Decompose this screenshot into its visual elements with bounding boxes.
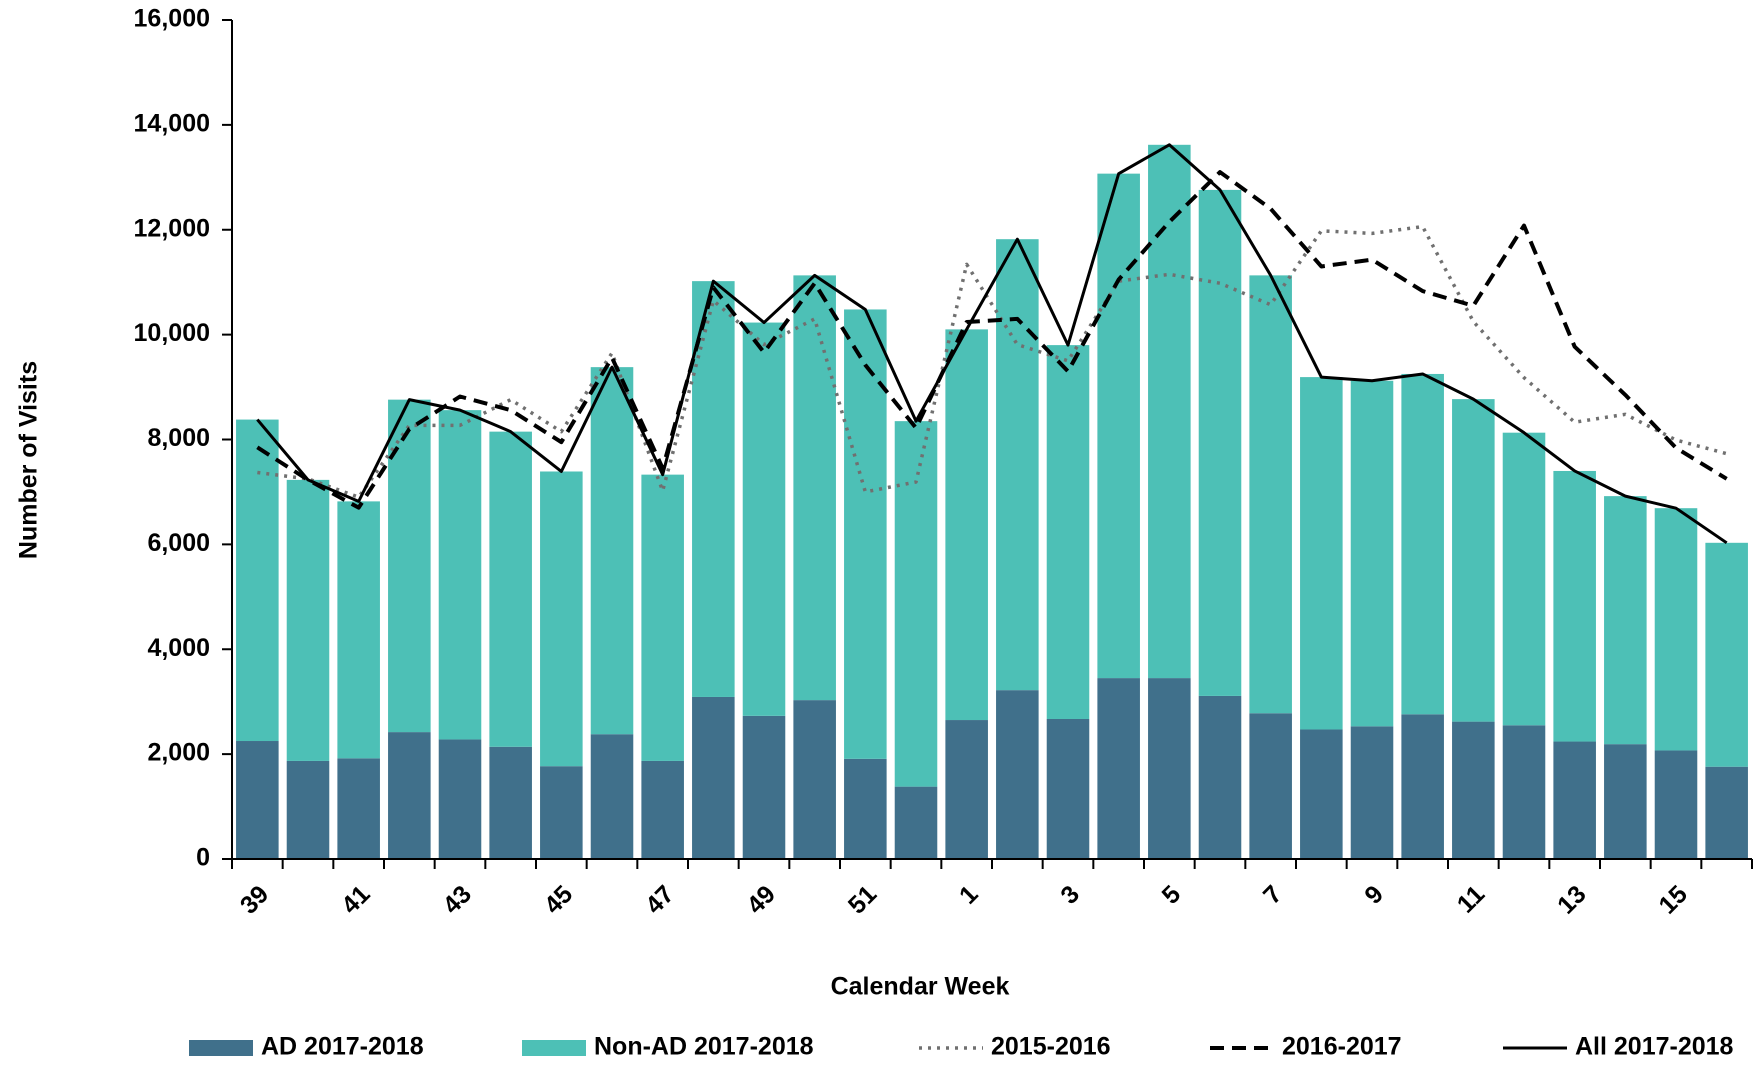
line [257, 224, 1728, 499]
bar [489, 431, 532, 747]
y-tick-label: 6,000 [147, 529, 210, 557]
bar [337, 758, 380, 859]
x-tick-label: 13 [1552, 880, 1591, 919]
x-tick-label: 7 [1258, 880, 1288, 910]
bar [1148, 678, 1191, 859]
bar [1401, 714, 1444, 859]
x-tick-label: 9 [1359, 880, 1389, 910]
x-tick-label: 45 [539, 880, 579, 920]
bar [1300, 377, 1343, 730]
bar [1502, 725, 1546, 859]
bar [1502, 432, 1546, 726]
bar [1553, 470, 1596, 742]
bar [1604, 744, 1647, 859]
legend-label: Non-AD 2017-2018 [594, 1033, 814, 1061]
x-tick-label: 1 [954, 880, 984, 910]
bar [540, 766, 583, 859]
bar [1350, 380, 1394, 727]
bar [996, 690, 1039, 859]
y-axis-title: Number of Visits [15, 361, 43, 559]
y-tick-label: 0 [196, 844, 210, 872]
bar [438, 739, 482, 859]
bar [742, 715, 786, 859]
y-tick-label: 12,000 [134, 214, 210, 242]
bar [793, 275, 836, 701]
bar [945, 720, 988, 859]
bar [388, 732, 431, 859]
x-tick-label: 3 [1055, 880, 1085, 910]
bar [1046, 345, 1090, 719]
bar [1097, 173, 1140, 679]
bar [1553, 741, 1596, 859]
bar [337, 501, 380, 759]
bar [286, 760, 330, 859]
bar [489, 746, 532, 859]
x-tick-label: 47 [640, 880, 679, 919]
y-tick-label: 10,000 [134, 319, 210, 347]
bar [1452, 399, 1495, 722]
bar [1705, 542, 1748, 767]
line [256, 170, 1728, 510]
bar [1249, 275, 1292, 714]
bar [1452, 721, 1495, 859]
y-tick-label: 2,000 [147, 739, 210, 767]
x-tick-label: 11 [1452, 880, 1491, 919]
x-tick-label: 43 [437, 880, 476, 919]
bar [894, 786, 938, 859]
bar [540, 471, 583, 767]
legend-label: 2016-2017 [1282, 1033, 1402, 1061]
bar [692, 281, 735, 697]
bar [286, 479, 330, 761]
y-tick-label: 4,000 [147, 634, 210, 662]
bar [1705, 766, 1748, 859]
bar [844, 309, 887, 759]
legend-swatch [522, 1040, 586, 1056]
bar [1097, 678, 1140, 859]
x-tick-label: 49 [741, 880, 780, 919]
bar [1654, 508, 1698, 751]
bar [1046, 718, 1090, 859]
bar [1654, 750, 1698, 859]
bar [590, 734, 634, 859]
bar [996, 239, 1039, 691]
bar [438, 410, 482, 740]
legend-swatch [189, 1040, 253, 1056]
y-tick-label: 8,000 [147, 424, 210, 452]
bar [1249, 713, 1292, 859]
bar [236, 741, 279, 859]
y-tick-label: 14,000 [134, 109, 210, 137]
bar [742, 322, 786, 716]
bar [590, 367, 634, 735]
bar [1300, 729, 1343, 859]
y-tick-label: 16,000 [134, 5, 210, 33]
legend-label: AD 2017-2018 [261, 1033, 424, 1061]
x-axis-title: Calendar Week [831, 973, 1010, 1001]
bar [894, 421, 938, 787]
bar [236, 419, 279, 742]
bar [388, 399, 431, 733]
bar [641, 474, 684, 761]
x-tick-label: 51 [843, 880, 883, 920]
legend-label: All 2017-2018 [1575, 1033, 1734, 1061]
line [256, 143, 1728, 545]
legend-label: 2015-2016 [991, 1033, 1111, 1061]
bar [945, 329, 988, 721]
bar [1350, 726, 1394, 859]
x-tick-label: 15 [1653, 880, 1693, 920]
bar [641, 760, 684, 859]
bar [1604, 496, 1647, 745]
bar [1198, 695, 1242, 859]
bar [692, 696, 735, 859]
bar [1198, 189, 1242, 696]
bar [793, 700, 836, 859]
x-tick-label: 41 [336, 880, 376, 920]
x-tick-label: 5 [1157, 880, 1187, 910]
x-tick-label: 39 [235, 880, 274, 919]
bar [844, 758, 887, 859]
bar [1148, 144, 1191, 679]
bar [1401, 373, 1444, 715]
